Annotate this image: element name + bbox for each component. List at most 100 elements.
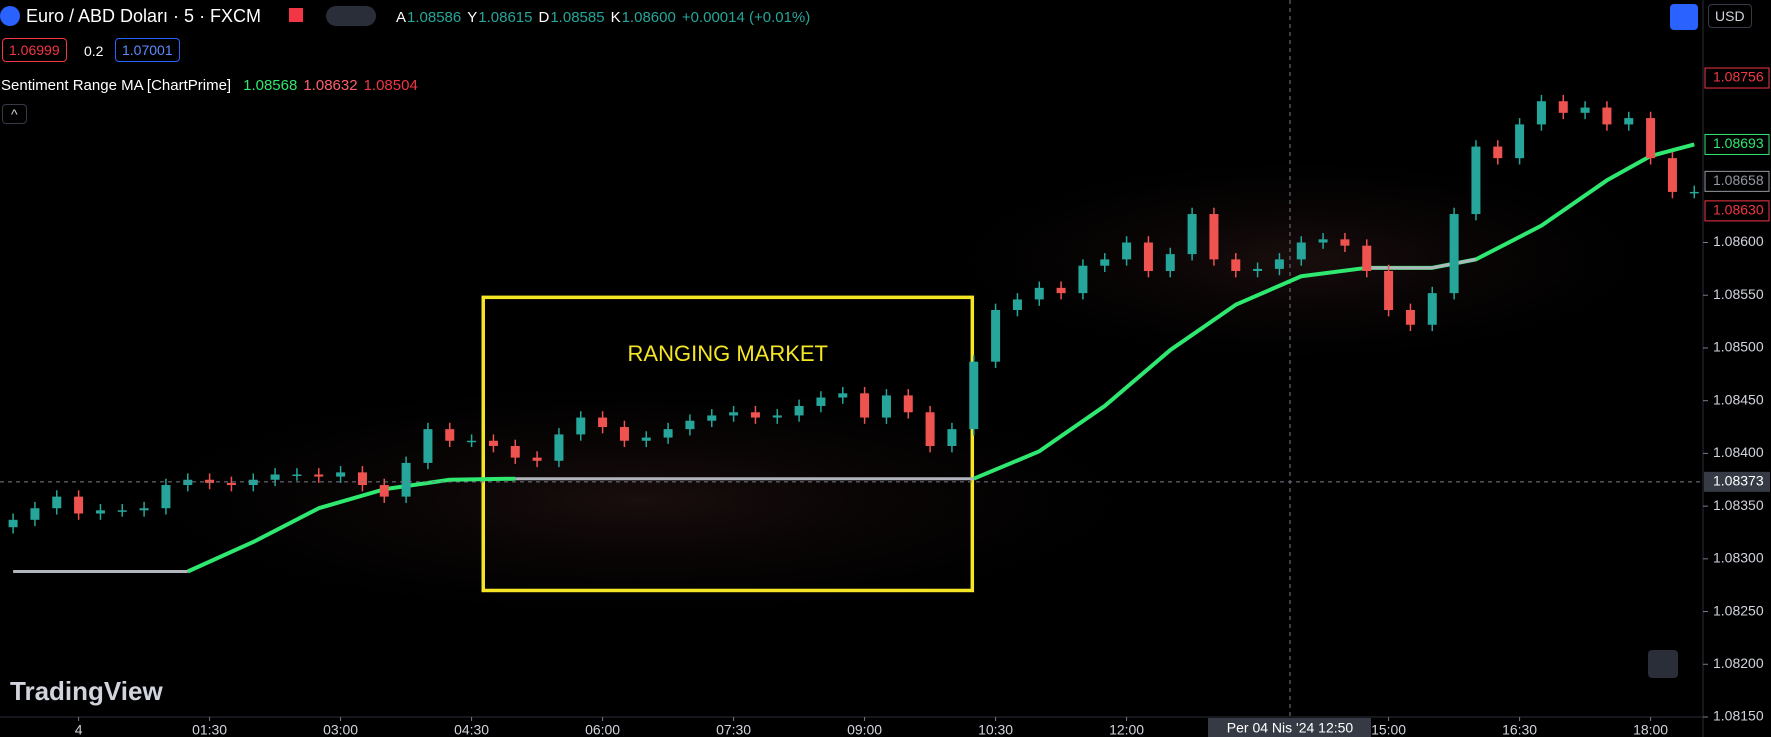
candle-body	[270, 474, 280, 480]
candle-body	[1122, 242, 1132, 260]
candle-body	[816, 397, 826, 406]
x-tick-label: 16:30	[1502, 722, 1537, 737]
ohlc-key: A	[396, 9, 407, 26]
x-tick-label: 15:00	[1371, 722, 1406, 737]
glow	[40, 360, 1240, 640]
screenshot-button[interactable]	[1670, 4, 1698, 30]
ohlc-key: Y	[467, 9, 478, 26]
candle-body	[1602, 107, 1612, 125]
candle-body	[1449, 214, 1459, 294]
candle-body	[663, 429, 673, 438]
candle-body	[947, 429, 957, 447]
candle-body	[1187, 214, 1197, 255]
candle-body	[1580, 107, 1590, 113]
indicator-name: Sentiment Range MA [ChartPrime]	[1, 77, 232, 94]
candle-body	[401, 462, 411, 497]
candle-body	[1318, 239, 1328, 243]
candle-body	[205, 479, 215, 483]
logo: TradingView	[10, 676, 163, 706]
candle-body	[925, 412, 935, 447]
ohlc-key: D	[538, 9, 550, 26]
candle-body	[1078, 265, 1088, 294]
candle-body	[1274, 259, 1284, 269]
price-badge	[1704, 67, 1770, 89]
x-tick-label: 4	[75, 722, 83, 737]
candle-body	[1253, 268, 1263, 271]
candle-body	[1427, 293, 1437, 325]
x-tick-label: 03:00	[323, 722, 358, 737]
candle-body	[74, 496, 84, 514]
candle-body	[314, 474, 324, 477]
ohlc-key: K	[610, 9, 621, 26]
change: +0.00014 (+0.01%)	[681, 9, 811, 26]
spread: 0.2	[84, 43, 104, 59]
candle-body	[357, 472, 367, 486]
candle-body	[379, 485, 389, 497]
candle-body	[860, 393, 870, 418]
candle-body	[1667, 158, 1677, 192]
collapse-button[interactable]: ^	[2, 104, 27, 124]
candle-body	[95, 510, 105, 514]
y-tick-label: 1.08450	[1713, 391, 1764, 407]
candle-body	[52, 496, 62, 509]
currency[interactable]: USD	[1708, 4, 1752, 28]
y-tick-label: 1.08400	[1713, 444, 1764, 460]
scroll-button[interactable]	[1648, 650, 1678, 678]
y-tick-label: 1.08500	[1713, 339, 1764, 355]
candle-body	[1536, 101, 1546, 125]
candle-body	[1624, 118, 1634, 125]
candle-body	[1384, 270, 1394, 310]
x-tick-label: 06:00	[585, 722, 620, 737]
candle-body	[183, 479, 193, 486]
annotation-box	[481, 295, 975, 593]
candle-body	[881, 395, 891, 418]
candle-body	[30, 508, 40, 520]
candle-body	[8, 519, 18, 528]
symbol[interactable]: Euro / ABD Doları · 5 · FXCM	[26, 6, 262, 26]
candle-body	[1209, 214, 1219, 260]
crosshair-badge	[1704, 471, 1770, 492]
buy-price[interactable]: 1.07001	[115, 38, 180, 62]
y-tick-label: 1.08550	[1713, 286, 1764, 302]
candle-body	[1646, 118, 1656, 159]
candle-body	[750, 412, 760, 418]
candle-body	[1100, 259, 1110, 266]
price-badge-label: 1.08756	[1713, 69, 1764, 85]
candle-body	[1405, 309, 1415, 325]
candle-body	[1362, 245, 1372, 271]
candle-body	[576, 417, 586, 435]
x-tick-label: 10:30	[978, 722, 1013, 737]
y-tick-label: 1.08250	[1713, 602, 1764, 618]
price-badge	[1704, 170, 1770, 192]
candle-body	[423, 429, 433, 463]
ohlc: A1.08586 Y1.08615 D1.08585 K1.08600 +0.00014…	[396, 9, 816, 26]
candle-body	[161, 485, 171, 509]
crosshair-time-badge	[1208, 718, 1371, 737]
status-pill[interactable]	[326, 6, 376, 26]
y-tick-label: 1.08350	[1713, 497, 1764, 513]
candle-body	[488, 440, 498, 447]
x-tick-label: 01:30	[192, 722, 227, 737]
annotation-text: RANGING MARKET	[628, 341, 828, 366]
flag[interactable]	[289, 8, 303, 22]
x-tick-label: 09:00	[847, 722, 882, 737]
x-tick-label: 12:00	[1109, 722, 1144, 737]
indicator: Sentiment Range MA [ChartPrime] 1.08568 1.…	[1, 77, 424, 94]
y-tick-label: 1.08300	[1713, 550, 1764, 566]
flag-icon	[0, 6, 20, 26]
glow	[880, 140, 1720, 380]
candle-body	[598, 417, 608, 428]
y-tick-label: 1.08150	[1713, 708, 1764, 724]
sell-price[interactable]: 1.06999	[2, 38, 67, 62]
candle-body	[1034, 287, 1044, 300]
price-badge	[1704, 200, 1770, 222]
y-tick-label: 1.08200	[1713, 655, 1764, 671]
candle-body	[248, 479, 258, 486]
candle-body	[1165, 254, 1175, 271]
ohlc-value: 1.08586	[407, 9, 462, 26]
candle-body	[336, 472, 346, 477]
indicator-value: 1.08504	[363, 77, 418, 94]
candle-body	[1471, 146, 1481, 215]
